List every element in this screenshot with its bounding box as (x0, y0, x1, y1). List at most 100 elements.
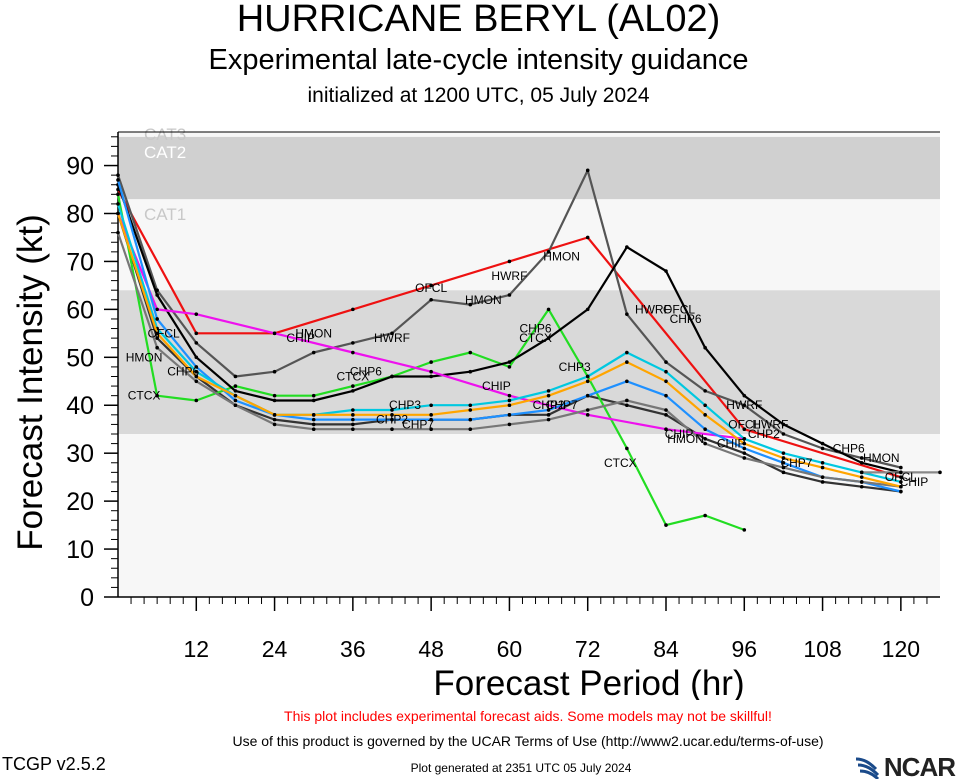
data-point (311, 393, 316, 398)
data-point (194, 331, 199, 336)
data-point (468, 408, 473, 412)
data-point (546, 393, 551, 398)
data-point (194, 374, 199, 379)
data-point (429, 417, 433, 422)
y-tick-label: 20 (66, 488, 94, 516)
data-point (899, 489, 903, 494)
data-point (820, 446, 825, 451)
series-label-ofcl: OFCL (663, 302, 695, 316)
data-point (116, 202, 120, 206)
data-point (625, 379, 629, 384)
data-point (742, 427, 747, 432)
data-point (390, 374, 394, 379)
series-label-chp2: CHP2 (533, 398, 565, 412)
y-tick-label: 90 (66, 153, 94, 181)
data-point (742, 446, 747, 451)
data-point (351, 307, 355, 312)
data-point (899, 465, 903, 470)
data-point (664, 379, 668, 384)
data-point (351, 413, 355, 417)
data-point (272, 398, 277, 403)
data-point (311, 398, 316, 403)
data-point (468, 427, 473, 432)
data-point (194, 379, 199, 384)
data-point (351, 341, 355, 345)
series-label-chp6: CHP6 (670, 312, 702, 326)
data-point (781, 460, 786, 465)
ncar-logo: NCAR (854, 752, 956, 783)
data-point (703, 413, 707, 417)
data-point (507, 365, 512, 369)
series-label-hwrf: HWRF (635, 302, 671, 316)
data-point (272, 369, 277, 374)
ncar-logo-text: NCAR (883, 752, 956, 782)
data-point (390, 417, 394, 422)
x-tick-label: 12 (183, 636, 209, 662)
series-label-chp7: CHP7 (546, 398, 578, 412)
y-tick-label: 70 (66, 248, 94, 276)
data-point (311, 413, 316, 417)
data-point (859, 460, 864, 465)
intensity-band (118, 290, 940, 435)
y-tick-label: 0 (80, 584, 94, 612)
series-label-hmon: HMON (465, 293, 502, 307)
data-point (742, 437, 747, 441)
data-point (351, 389, 355, 393)
x-tick-label: 120 (882, 636, 920, 662)
series-label-hmon: HMON (667, 432, 704, 446)
plot-generated-time: Plot generated at 2351 UTC 05 July 2024 (410, 761, 632, 775)
data-point (546, 250, 551, 254)
data-point (390, 413, 394, 417)
data-point (351, 422, 355, 427)
series-label-chip: CHIP (286, 331, 315, 345)
series-label-chp2: CHP2 (748, 427, 780, 441)
data-point (781, 470, 786, 475)
data-point (899, 470, 903, 475)
chart-title: HURRICANE BERYL (AL02) (236, 0, 721, 40)
band-label: CAT3 (144, 125, 186, 144)
data-point (429, 403, 433, 408)
data-point (507, 259, 512, 264)
series-label-chp7: CHP7 (402, 417, 434, 431)
series-label-ctcx: CTCX (519, 331, 552, 345)
series-label-hmon: HMON (295, 326, 332, 340)
data-point (468, 369, 473, 374)
data-point (311, 350, 316, 355)
data-point (820, 441, 825, 446)
data-point (664, 413, 668, 417)
data-point (781, 451, 786, 455)
data-point (429, 360, 433, 364)
data-point (429, 369, 433, 374)
data-point (742, 528, 747, 532)
data-point (272, 393, 277, 398)
series-label-hwrf: HWRF (752, 417, 788, 431)
data-point (468, 302, 473, 307)
series-label-ctcx: CTCX (604, 456, 637, 470)
data-point (546, 307, 551, 312)
data-point (585, 413, 590, 417)
intensity-band (118, 132, 940, 137)
ncar-logo-icon (855, 757, 879, 781)
data-point (429, 427, 433, 432)
series-label-ofcl: OFCL (148, 326, 180, 340)
data-point (820, 480, 825, 484)
data-point (585, 235, 590, 240)
data-point (272, 413, 277, 417)
y-tick-label: 10 (66, 536, 94, 564)
data-point (155, 336, 159, 340)
data-point (351, 417, 355, 422)
initialization-time: initialized at 1200 UTC, 05 July 2024 (307, 84, 650, 107)
data-point (703, 345, 707, 350)
series-label-chp3: CHP3 (389, 398, 421, 412)
chart-subtitle: Experimental late-cycle intensity guidan… (208, 44, 749, 76)
series-label-ctcx: CTCX (337, 369, 370, 383)
data-point (899, 475, 903, 479)
series-label-hwrf: HWRF (726, 398, 762, 412)
series-label-chip: CHIP (665, 427, 694, 441)
series-label-chp3: CHP3 (559, 360, 591, 374)
y-tick-label: 50 (66, 344, 94, 372)
data-point (155, 293, 159, 297)
data-point (507, 360, 512, 364)
data-point (820, 475, 825, 479)
x-tick-label: 48 (418, 636, 444, 662)
